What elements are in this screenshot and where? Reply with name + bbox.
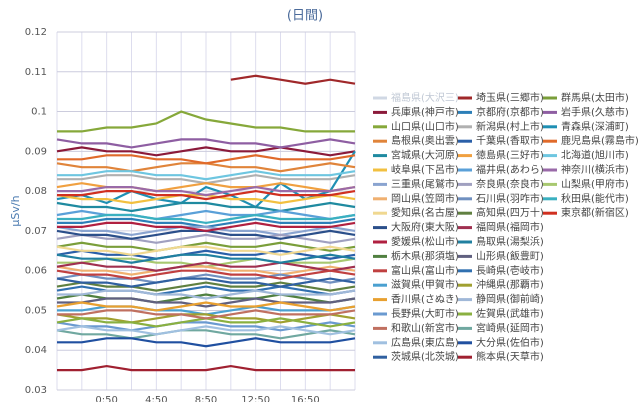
y-tick-label: 0.03 <box>25 385 47 396</box>
legend-label: 静岡県(御前崎) <box>476 293 544 306</box>
legend-label: 広島県(東広島) <box>391 336 459 349</box>
legend-label: 山口県(山口市) <box>391 120 459 133</box>
series-line <box>57 189 356 201</box>
legend-label: 新潟県(村上市) <box>476 120 544 133</box>
y-tick-label: 0.08 <box>25 186 47 197</box>
legend-label: 埼玉県(三郷市) <box>476 91 544 104</box>
legend-label: 秋田県(能代市) <box>561 192 629 205</box>
legend-label: 長野県(大町市) <box>391 307 459 320</box>
legend-label: 京都府(京都市) <box>476 105 544 118</box>
y-tick-label: 0.1 <box>31 107 47 118</box>
legend-label: 鹿児島県(霧島市) <box>561 134 639 147</box>
y-tick-label: 0.07 <box>25 226 47 237</box>
series-line <box>56 249 356 260</box>
series-line <box>57 337 356 348</box>
legend-label: 福岡県(福岡市) <box>476 221 544 234</box>
legend-label: 宮崎県(延岡市) <box>476 321 544 334</box>
x-tick-label: 12:50 <box>241 395 270 402</box>
legend-label: 岡山県(笠岡市) <box>391 192 459 205</box>
legend-label: 福井県(あわら) <box>476 163 544 176</box>
legend-label: 佐賀県(武雄市) <box>476 307 544 320</box>
series-line <box>56 277 356 288</box>
legend-label: 兵庫県(神戸市) <box>391 105 459 118</box>
series-line <box>57 110 355 133</box>
legend-label: 鳥取県(湯梨浜) <box>476 235 544 248</box>
legend-label: 和歌山(新宮市) <box>391 321 459 334</box>
series-line <box>57 309 356 320</box>
series-line <box>56 321 356 332</box>
legend-label: 山形県(飯豊町) <box>476 249 544 262</box>
series-line <box>56 253 356 264</box>
y-tick-label: 0.05 <box>25 305 47 316</box>
legend-label: 富山県(富山市) <box>391 264 459 277</box>
x-tick-label: 4:50 <box>145 395 167 402</box>
series-line <box>230 74 356 85</box>
series-line <box>56 269 356 280</box>
series-line <box>56 281 356 292</box>
series-line <box>57 154 356 165</box>
series-line <box>56 146 356 157</box>
series-line <box>56 201 356 213</box>
series-line <box>56 313 356 324</box>
y-tick-label: 0.09 <box>25 146 47 157</box>
series-line <box>57 364 355 372</box>
series-line <box>56 329 356 340</box>
legend-label: 群馬県(太田市) <box>561 91 629 104</box>
series-line <box>56 273 356 284</box>
series-line <box>56 241 356 252</box>
series-line <box>56 225 356 237</box>
series-line <box>57 213 356 225</box>
legend-label: 石川県(羽咋市) <box>476 192 544 205</box>
legend-label: 福島県(大沢三) <box>391 91 459 104</box>
legend-label: 岩手県(久慈市) <box>561 105 629 118</box>
series-line <box>57 170 356 181</box>
legend-label: 奈良県(奈良市) <box>476 177 544 190</box>
legend-label: 高知県(四万十) <box>476 206 544 219</box>
legend-label: 千葉県(香取市) <box>476 134 544 147</box>
chart-title: (日間) <box>287 9 323 24</box>
legend-label: 島根県(奥出雲) <box>391 134 459 147</box>
legend-label: 大阪府(東大阪) <box>391 221 459 234</box>
legend-label: 徳島県(三好市) <box>476 149 544 162</box>
legend-label: 香川県(さぬき) <box>391 294 459 306</box>
series-line <box>57 185 356 197</box>
legend-label: 愛知県(名古屋) <box>391 206 459 219</box>
legend-label: 青森県(深浦町) <box>561 120 629 133</box>
x-tick-label: 16:50 <box>291 395 320 402</box>
y-tick-label: 0.11 <box>25 67 47 78</box>
y-tick-label: 0.06 <box>25 266 47 277</box>
series-line <box>57 289 356 300</box>
legend-label: 滋賀県(甲賀市) <box>391 278 459 291</box>
series-line <box>56 301 356 312</box>
legend-label: 長崎県(壱岐市) <box>476 264 544 277</box>
y-axis-label: μSv/h <box>9 195 22 226</box>
legend-label: 北海道(旭川市) <box>561 149 629 162</box>
x-tick-label: 8:50 <box>195 395 217 402</box>
legend-label: 愛媛県(松山市) <box>391 235 459 248</box>
series-line <box>56 325 356 336</box>
legend-label: 沖縄県(那覇市) <box>476 278 544 291</box>
legend-label: 宮城県(大河原) <box>391 149 459 162</box>
series-line <box>57 297 356 308</box>
series-line <box>56 265 356 276</box>
legend-label: 神奈川(横浜市) <box>561 163 629 176</box>
series-line <box>56 261 356 272</box>
legend-label: 岐阜県(下呂市) <box>391 163 459 176</box>
series-line <box>57 221 356 233</box>
legend-label: 熊本県(天草市) <box>476 350 544 363</box>
y-tick-label: 0.04 <box>25 345 47 356</box>
series-line <box>56 138 356 149</box>
legend-label: 栃木県(那須塩) <box>391 249 459 262</box>
legend-label: 茨城県(北茨城) <box>391 350 459 363</box>
legend-label: 山梨県(甲府市) <box>561 177 629 190</box>
series-line <box>56 245 356 256</box>
legend-label: 東京都(新宿区) <box>561 206 629 219</box>
y-tick-label: 0.12 <box>25 27 47 38</box>
series-line <box>56 233 356 244</box>
legend-label: 三重県(尾鷲市) <box>391 177 459 190</box>
x-tick-label: 0:50 <box>95 395 117 402</box>
legend-label: 大分県(佐伯市) <box>476 336 544 349</box>
